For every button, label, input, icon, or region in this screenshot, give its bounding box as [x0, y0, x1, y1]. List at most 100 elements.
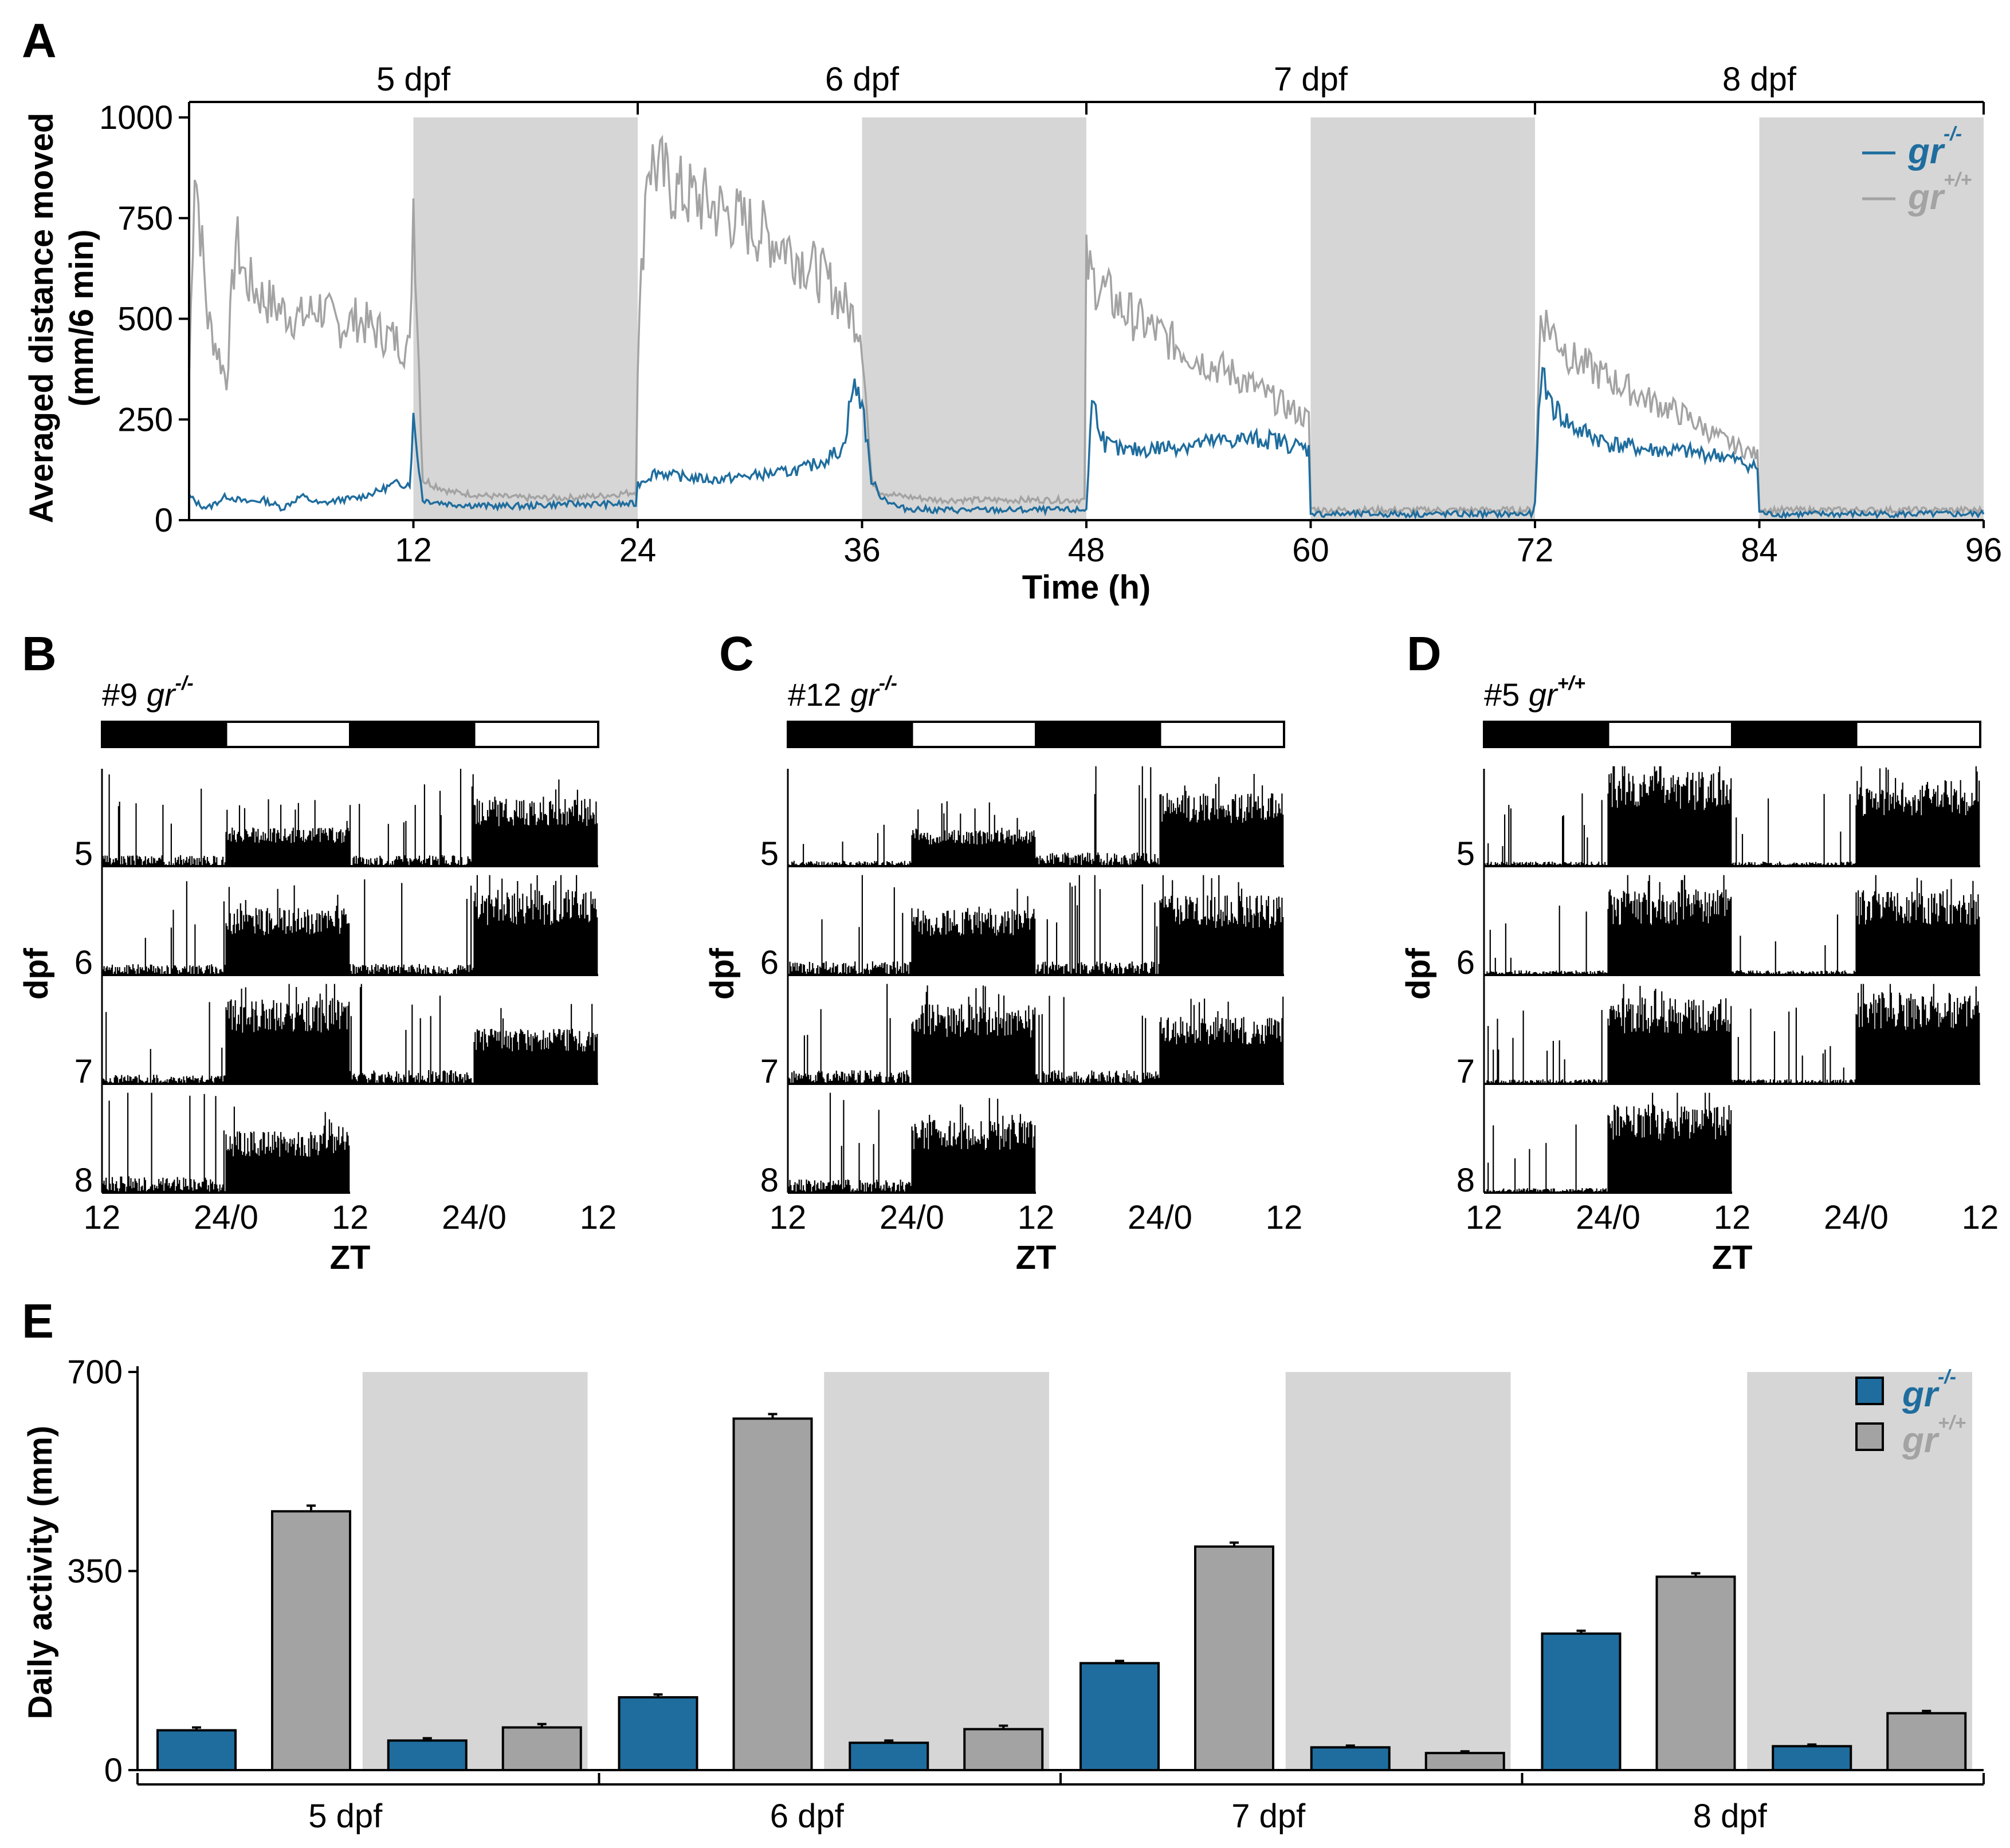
panelC-row-label: 7 [760, 1053, 779, 1090]
e-bar-mutant [618, 1696, 698, 1772]
e-group-label: 6 dpf [770, 1798, 845, 1835]
panelD-x-tick-label: 12 [1962, 1199, 1999, 1236]
a-x-tick-label: 60 [1292, 532, 1329, 569]
a-series-line-wildtype [188, 135, 1985, 517]
e-y-tick-label: 0 [104, 1752, 123, 1789]
a-y-axis-title-line2: (mm/6 min) [63, 229, 100, 406]
a-x-tick-label: 96 [1965, 532, 2003, 569]
panelD-activity-row [1483, 875, 1980, 975]
a-x-tick-label: 72 [1517, 532, 1554, 569]
panelD-row-label: 6 [1457, 944, 1475, 981]
e-bar-mutant [1541, 1632, 1622, 1772]
panelC-lightbar-dark [1035, 721, 1161, 748]
panelC-title-gene: gr [850, 677, 880, 713]
panelC-x-tick-label: 24/0 [1128, 1199, 1192, 1236]
panelC-lightbar-light [1159, 721, 1285, 748]
a-x-tick-label: 48 [1068, 532, 1105, 569]
e-bar-wildtype [1194, 1545, 1274, 1771]
panelD-lightbar-dark [1731, 721, 1858, 748]
panel-label-e: E [22, 1294, 54, 1348]
panelC-activity-row [787, 875, 1284, 975]
panelB-row-label: 7 [74, 1053, 93, 1090]
panelB-x-tick-label: 12 [84, 1199, 121, 1236]
panelB-row-label: 5 [74, 835, 93, 872]
e-legend-label-wildtype: gr+/+ [1902, 1412, 1966, 1460]
panelD-x-tick-label: 24/0 [1576, 1199, 1640, 1236]
panelB-activity-row [101, 769, 598, 866]
panel-label-d: D [1407, 627, 1442, 681]
panelC-activity-row [787, 984, 1284, 1084]
e-y-tick-label: 350 [67, 1553, 123, 1590]
panelC-lightbar-dark [787, 721, 913, 748]
e-bar-mutant [1310, 1746, 1391, 1771]
a-y-tick-label: 750 [117, 200, 173, 237]
a-dark-period-1 [862, 117, 1086, 520]
panelD-row-label: 5 [1457, 835, 1475, 872]
panel-a-line-chart: 0 250 500 750 1000 12 24 36 48 60 72 84 96 5 dpf 6 dpf… [23, 61, 2002, 606]
a-dark-period-2 [1310, 117, 1535, 520]
a-series-line-mutant [188, 367, 1985, 521]
a-x-tick-label: 36 [843, 532, 881, 569]
panelC-row-label: 6 [760, 944, 779, 981]
e-legend-swatch-mutant [1855, 1377, 1884, 1405]
panelD-title-gene: gr [1529, 677, 1558, 713]
panelB-title-id: #9 [102, 677, 147, 713]
panelD-x-axis-title: ZT [1712, 1239, 1753, 1276]
e-night-shading-0 [362, 1372, 588, 1770]
a-day-label: 8 dpf [1722, 61, 1797, 98]
panel-label-c: C [719, 627, 754, 681]
e-legend-label-mutant: gr-/- [1902, 1366, 1956, 1414]
a-legend-label-wildtype: gr+/+ [1907, 169, 1972, 217]
panelC-title: #12 gr-/- [788, 673, 897, 713]
e-bar-wildtype [1886, 1712, 1967, 1772]
a-y-axis-title-line1: Averaged distance moved [23, 113, 60, 524]
panelC-x-tick-label: 12 [770, 1199, 807, 1236]
panelB-row-label: 6 [74, 944, 93, 981]
e-legend-swatch-wildtype [1855, 1422, 1884, 1451]
panelC-title-sup: -/- [879, 673, 897, 694]
panel-label-a: A [22, 14, 57, 68]
panelC-x-tick-label: 24/0 [880, 1199, 944, 1236]
panelD-activity-row [1483, 1092, 1732, 1193]
panelC-lightbar-light [910, 721, 1037, 748]
e-bar-wildtype [963, 1728, 1044, 1772]
panelB-lightbar-light [473, 721, 599, 748]
panelD-title-sup: +/+ [1557, 673, 1585, 694]
a-dark-period-0 [413, 117, 638, 520]
a-x-tick-label: 84 [1741, 532, 1778, 569]
panelD-title-id: #5 [1484, 677, 1529, 713]
e-bar-mutant [849, 1741, 929, 1771]
panelC-x-tick-label: 12 [1018, 1199, 1055, 1236]
e-group-label: 5 dpf [308, 1798, 383, 1835]
panelC-y-axis-title: dpf [704, 947, 741, 1000]
e-night-shading-1 [824, 1372, 1049, 1770]
panelD-activity-row [1483, 766, 1980, 866]
panelD-activity-row [1483, 984, 1980, 1084]
e-bar-mutant [156, 1729, 237, 1771]
panelB-y-axis-title: dpf [18, 947, 55, 1000]
panelB-x-tick-label: 12 [332, 1199, 369, 1236]
panelB-activity-row [101, 984, 598, 1084]
e-bar-wildtype [732, 1417, 813, 1771]
e-bar-wildtype [1655, 1575, 1736, 1771]
a-day-label: 6 dpf [825, 61, 900, 98]
panelB-activity-row [101, 1092, 350, 1193]
e-bar-wildtype [501, 1726, 582, 1771]
e-y-axis-title: Daily activity (mm) [22, 1426, 59, 1720]
panelC-activity-row [787, 1092, 1036, 1193]
panelD-lightbar-light [1855, 721, 1981, 748]
panelC-row-label: 5 [760, 835, 779, 872]
panelD-row-label: 7 [1457, 1053, 1475, 1090]
panelB-title: #9 gr-/- [102, 673, 194, 713]
panelB-lightbar-dark [101, 721, 227, 748]
a-y-tick-label: 0 [155, 502, 173, 539]
panelD-title: #5 gr+/+ [1484, 673, 1585, 713]
panelC-activity-row [787, 766, 1284, 866]
panelB-x-tick-label: 12 [580, 1199, 617, 1236]
panelB-x-tick-label: 24/0 [442, 1199, 507, 1236]
panel-e-bar-chart: 0 350 700 5 dpf 6 dpf 7 dpf 8 dpf Daily activit… [22, 1354, 1985, 1835]
